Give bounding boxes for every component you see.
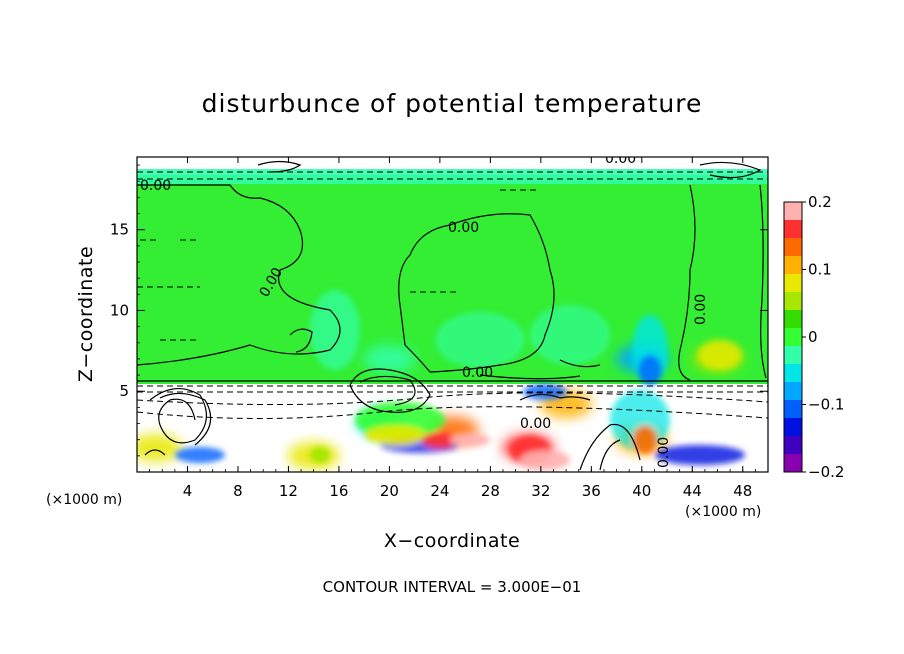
x-tick-label: 40 <box>632 482 651 500</box>
yellow-patch <box>365 425 425 445</box>
colorbar-segment <box>784 454 802 473</box>
blue-patch <box>638 355 662 385</box>
red-patch <box>422 432 458 448</box>
x-axis-label: X−coordinate <box>384 530 520 552</box>
contour-label: 0.00 <box>448 220 479 236</box>
plot-area: 0.00 0.00 0.00 0.00 0.00 0.00 0.00 0.00 <box>137 151 768 472</box>
contour-interval-note: CONTOUR INTERVAL = 3.000E−01 <box>323 578 582 596</box>
blue-patch <box>655 445 745 465</box>
contour-label: 0.00 <box>656 437 672 468</box>
colorbar-segment <box>784 418 802 437</box>
x-tick-label: 28 <box>481 482 500 500</box>
x-axis: 4 8 12 16 20 24 28 32 36 40 44 48 <box>149 157 756 500</box>
colorbar-segment <box>784 292 802 311</box>
colorbar-segment <box>784 364 802 383</box>
detail-layer <box>175 290 745 470</box>
yellow-patch <box>698 340 742 370</box>
colorbar-tick-label: 0.2 <box>808 193 832 211</box>
anomaly-blob <box>137 433 182 462</box>
colorbar-segment <box>784 436 802 455</box>
x-tick-label: 20 <box>380 482 399 500</box>
colorbar-segment <box>784 382 802 401</box>
colorbar-segment <box>784 328 802 347</box>
contour-label: 0.00 <box>462 365 493 381</box>
x-tick-label: 32 <box>531 482 550 500</box>
colorbar-segment <box>784 400 802 419</box>
dashed-contours <box>137 171 768 419</box>
colorbar-segment <box>784 310 802 329</box>
solid-contours <box>137 160 768 471</box>
cyan-patch <box>530 305 610 365</box>
colorbar-segment <box>784 256 802 275</box>
y-tick-label: 10 <box>110 301 129 319</box>
colorbar-tick-label: −0.1 <box>808 396 844 414</box>
orange-patch <box>633 426 657 454</box>
y-tick-label: 5 <box>119 382 129 400</box>
y-unit-label: (×1000 m) <box>46 492 122 508</box>
colorbar-tick-label: 0.1 <box>808 261 832 279</box>
colorbar-segment <box>784 202 802 221</box>
colorbar: 0.2 0.1 0 −0.1 −0.2 <box>783 193 844 481</box>
x-tick-label: 16 <box>329 482 348 500</box>
x-tick-label: 8 <box>233 482 243 500</box>
x-tick-label: 36 <box>582 482 601 500</box>
pink-patch <box>520 450 570 470</box>
x-unit-label: (×1000 m) <box>685 504 761 520</box>
x-tick-label: 44 <box>683 482 702 500</box>
green-patch <box>310 447 330 463</box>
contour-label: 0.00 <box>140 178 171 194</box>
x-tick-label: 12 <box>279 482 298 500</box>
y-tick-label: 15 <box>110 221 129 239</box>
colorbar-tick-label: −0.2 <box>808 463 844 481</box>
colorbar-tick-label: 0 <box>808 328 818 346</box>
colorbar-segment <box>784 238 802 257</box>
contour-label: 0.00 <box>605 151 636 167</box>
field-band-cyan <box>137 169 768 184</box>
colorbar-segment <box>784 346 802 365</box>
x-tick-label: 4 <box>183 482 193 500</box>
blue-patch <box>175 447 225 463</box>
anomaly-blob <box>363 344 416 373</box>
contour-label: 0.00 <box>520 416 551 432</box>
x-tick-label: 48 <box>733 482 752 500</box>
pink-patch <box>450 433 490 447</box>
cyan-patch <box>435 312 525 368</box>
contour-label: 0.00 <box>693 294 709 325</box>
y-axis: 5 10 15 <box>110 164 768 457</box>
chart-title: disturbunce of potential temperature <box>202 89 703 118</box>
x-tick-label: 24 <box>430 482 449 500</box>
colorbar-segment <box>784 274 802 293</box>
colorbar-segment <box>784 220 802 239</box>
y-axis-label: Z−coordinate <box>75 246 97 382</box>
cyan-patch <box>310 290 360 370</box>
